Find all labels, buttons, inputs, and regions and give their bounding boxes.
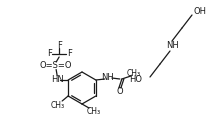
Text: NH: NH (167, 41, 179, 51)
Text: F: F (57, 40, 62, 50)
Text: HO: HO (129, 74, 142, 84)
Text: HN: HN (51, 74, 64, 84)
Text: CH₃: CH₃ (51, 101, 65, 109)
Text: F: F (47, 50, 51, 58)
Text: OH: OH (194, 8, 207, 17)
Text: NH: NH (101, 73, 114, 83)
Text: O: O (116, 87, 123, 97)
Text: CH₃: CH₃ (87, 106, 101, 116)
Text: F: F (67, 50, 72, 58)
Text: O=S=O: O=S=O (40, 61, 72, 71)
Text: CH₃: CH₃ (127, 70, 141, 78)
